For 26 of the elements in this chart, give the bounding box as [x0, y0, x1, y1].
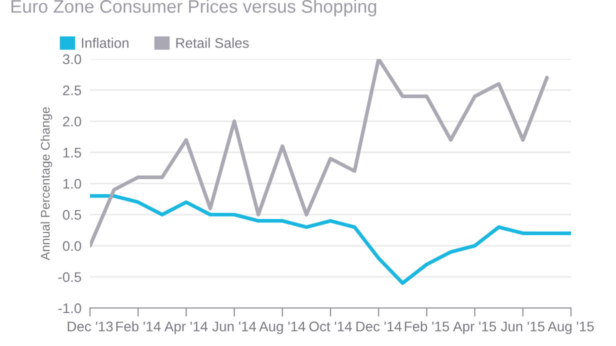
y-tick-label: 1.0 — [63, 178, 82, 189]
chart-title: Euro Zone Consumer Prices versus Shopping — [11, 0, 376, 16]
y-tick-label: 2.0 — [63, 116, 82, 126]
line-series — [90, 194, 571, 285]
x-tick-label: Dec '13 — [68, 322, 113, 332]
line-series — [90, 59, 549, 248]
x-tick-label: Apr '14 — [164, 322, 208, 334]
legend-label: Inflation — [82, 38, 128, 48]
x-tick-label: Apr '15 — [453, 322, 496, 334]
x-tick-label: Feb '15 — [404, 321, 450, 332]
y-axis-title: Annual Percentage Change — [40, 107, 52, 260]
x-tick-label: Feb '14 — [116, 321, 161, 332]
x-tick-label: Jun '15 — [500, 322, 544, 332]
y-tick-label: 2.5 — [63, 85, 82, 96]
y-tick-label: 0.5 — [62, 210, 82, 220]
x-tick-label: Aug '14 — [259, 322, 306, 334]
y-tick-label: -1.0 — [58, 303, 82, 314]
x-tick-label: Jun '14 — [212, 322, 256, 332]
y-tick-label: -0.5 — [58, 272, 82, 282]
x-tick-label: Aug '15 — [548, 322, 594, 334]
x-tick-label: Dec '14 — [356, 322, 402, 332]
y-tick-label: 3.0 — [62, 54, 82, 64]
legend-label: Retail Sales — [176, 38, 249, 48]
x-tick-label: Oct '14 — [309, 322, 352, 332]
y-tick-label: 1.5 — [63, 148, 82, 158]
y-tick-label: 0.0 — [62, 241, 82, 251]
